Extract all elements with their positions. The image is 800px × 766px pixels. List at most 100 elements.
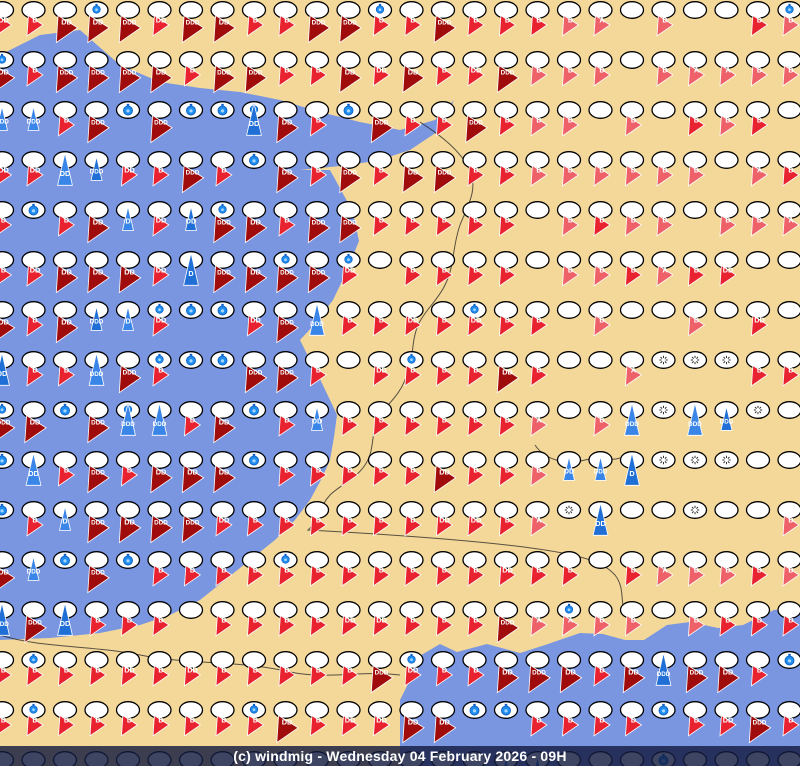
svg-text:D: D — [505, 266, 510, 275]
svg-text:D: D — [725, 216, 730, 225]
svg-text:DDD: DDD — [27, 119, 41, 126]
svg-text:D: D — [64, 716, 69, 725]
svg-text:D: D — [631, 266, 636, 275]
svg-text:D: D — [284, 466, 289, 475]
svg-text:DDD: DDD — [91, 70, 105, 77]
svg-text:D: D — [662, 166, 667, 175]
svg-text:D: D — [505, 16, 510, 25]
svg-text:D: D — [536, 116, 541, 125]
svg-text:A: A — [536, 516, 542, 525]
svg-text:D: D — [599, 216, 604, 225]
svg-text:D: D — [316, 366, 321, 375]
svg-text:D: D — [473, 566, 478, 575]
svg-text:DD: DD — [628, 668, 639, 677]
svg-text:DD: DD — [93, 268, 104, 277]
svg-text:D: D — [379, 16, 384, 25]
svg-text:D: D — [379, 216, 384, 225]
svg-text:D: D — [694, 316, 699, 325]
svg-text:DD: DD — [30, 266, 41, 275]
svg-text:D: D — [32, 16, 37, 25]
svg-text:D: D — [599, 416, 604, 425]
svg-text:D: D — [1, 266, 6, 275]
svg-text:D: D — [631, 116, 636, 125]
svg-text:A: A — [536, 416, 542, 425]
svg-text:DD: DD — [219, 18, 230, 27]
svg-text:D: D — [32, 66, 37, 75]
svg-text:D: D — [127, 466, 132, 475]
svg-text:DD: DD — [282, 118, 293, 127]
svg-text:D: D — [442, 116, 447, 125]
svg-text:DD: DD — [93, 18, 104, 27]
svg-text:DD: DD — [124, 518, 135, 527]
svg-text:DDD: DDD — [217, 70, 231, 77]
svg-text:DDD: DDD — [91, 570, 105, 577]
svg-text:D: D — [64, 116, 69, 125]
svg-text:D: D — [158, 716, 163, 725]
svg-text:DD: DD — [345, 716, 356, 725]
svg-text:D: D — [757, 66, 762, 75]
svg-text:DDD: DDD — [532, 670, 546, 677]
svg-text:D: D — [725, 616, 730, 625]
svg-text:DDD: DDD — [0, 420, 11, 427]
svg-text:DD: DD — [124, 166, 135, 175]
svg-text:D: D — [410, 116, 415, 125]
svg-text:D: D — [568, 266, 573, 275]
svg-text:DD: DD — [250, 218, 261, 227]
svg-text:DD: DD — [28, 469, 39, 478]
svg-text:DDD: DDD — [249, 370, 263, 377]
svg-text:D: D — [568, 216, 573, 225]
svg-text:D: D — [190, 566, 195, 575]
svg-text:A: A — [757, 166, 763, 175]
svg-text:D: D — [221, 566, 226, 575]
svg-text:D: D — [442, 666, 447, 675]
svg-text:DDD: DDD — [343, 220, 357, 227]
svg-text:D: D — [505, 116, 510, 125]
svg-text:DD: DD — [595, 519, 606, 528]
svg-text:D: D — [316, 716, 321, 725]
svg-text:D: D — [473, 666, 478, 675]
svg-text:DDD: DDD — [312, 270, 326, 277]
svg-text:D: D — [316, 516, 321, 525]
svg-text:D: D — [599, 66, 604, 75]
svg-text:D: D — [190, 66, 195, 75]
svg-text:DDD: DDD — [688, 421, 702, 428]
svg-text:D: D — [757, 616, 762, 625]
svg-text:DD: DD — [471, 66, 482, 75]
svg-text:DD: DD — [408, 666, 419, 675]
svg-text:D: D — [158, 666, 163, 675]
svg-text:D: D — [410, 266, 415, 275]
svg-text:D: D — [347, 666, 352, 675]
svg-text:DD: DD — [124, 666, 135, 675]
svg-text:D: D — [442, 566, 447, 575]
svg-text:D: D — [284, 66, 289, 75]
svg-text:DD: DD — [156, 216, 167, 225]
svg-text:D: D — [253, 666, 258, 675]
svg-text:DD: DD — [408, 68, 419, 77]
svg-text:D: D — [284, 216, 289, 225]
svg-text:D: D — [1, 666, 6, 675]
svg-text:D: D — [788, 366, 793, 375]
svg-text:DD: DD — [93, 218, 104, 227]
svg-text:D: D — [662, 216, 667, 225]
svg-text:D: D — [64, 666, 69, 675]
svg-text:D: D — [221, 166, 226, 175]
svg-text:DDD: DDD — [657, 671, 671, 678]
svg-text:DDD: DDD — [123, 20, 137, 27]
svg-text:D: D — [190, 716, 195, 725]
svg-text:D: D — [253, 716, 258, 725]
svg-text:DDD: DDD — [60, 70, 74, 77]
svg-text:D: D — [662, 16, 667, 25]
svg-text:D: D — [410, 466, 415, 475]
svg-text:DD: DD — [124, 268, 135, 277]
svg-text:DD: DD — [187, 666, 198, 675]
svg-text:DDD: DDD — [249, 70, 263, 77]
svg-text:DD: DD — [723, 668, 734, 677]
svg-text:DDD: DDD — [343, 170, 357, 177]
svg-text:DDD: DDD — [280, 270, 294, 277]
svg-text:A: A — [694, 66, 700, 75]
svg-text:D: D — [316, 166, 321, 175]
svg-text:D: D — [473, 216, 478, 225]
svg-text:DD: DD — [471, 316, 482, 325]
svg-text:DDD: DDD — [753, 720, 767, 727]
svg-text:D: D — [473, 366, 478, 375]
